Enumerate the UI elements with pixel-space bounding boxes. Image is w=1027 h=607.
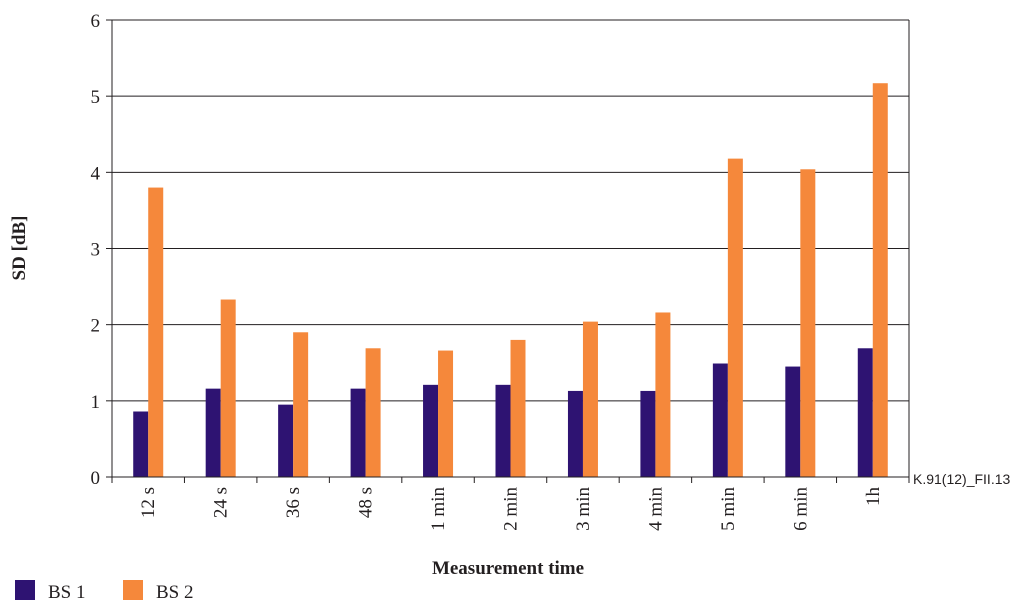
y-axis-title: SD [dB] — [9, 216, 30, 281]
x-tick-label-9: 6 min — [790, 487, 811, 531]
bar-series2-3 — [365, 348, 381, 477]
legend-swatch-bs2 — [123, 580, 143, 600]
bar-series1-3 — [350, 388, 366, 477]
bar-series2-0 — [148, 187, 164, 478]
bar-series2-7 — [655, 312, 671, 477]
figure-reference: K.91(12)_FII.13 — [913, 471, 1010, 487]
y-tick-label-5: 5 — [91, 87, 101, 108]
bar-series2-2 — [293, 332, 309, 477]
x-tick-label-0: 12 s — [138, 487, 159, 518]
y-tick-label-3: 3 — [91, 240, 101, 261]
x-tick-label-6: 3 min — [573, 487, 594, 531]
bar-series1-2 — [278, 404, 294, 477]
bar-series1-8 — [712, 363, 728, 477]
x-tick-label-8: 5 min — [718, 487, 739, 531]
legend-label-bs1: BS 1 — [48, 582, 86, 602]
y-tick-labels: 0 1 2 3 4 5 6 — [91, 11, 101, 489]
bar-series2-6 — [582, 321, 598, 477]
y-tick-label-6: 6 — [91, 11, 101, 32]
bars — [133, 83, 888, 478]
bar-series1-7 — [640, 390, 656, 477]
y-tick-label-4: 4 — [91, 163, 101, 184]
y-tick-label-1: 1 — [91, 392, 101, 413]
bar-series2-9 — [800, 169, 816, 477]
legend-swatch-bs1 — [15, 580, 35, 600]
bar-series1-9 — [785, 366, 801, 477]
legend-label-bs2: BS 2 — [156, 582, 194, 602]
bar-series1-10 — [857, 348, 873, 477]
grid-lines — [112, 95, 909, 402]
x-tick-label-3: 48 s — [356, 487, 377, 518]
bar-series2-5 — [510, 339, 526, 477]
x-tick-label-1: 24 s — [211, 487, 232, 518]
bar-series2-10 — [872, 83, 888, 478]
x-tick-label-10: 1h — [863, 487, 884, 507]
x-tick-labels: 12 s 24 s 36 s 48 s 1 min 2 min 3 min 4 min 5 mi… — [138, 487, 884, 531]
bar-series2-8 — [727, 158, 743, 477]
x-tick-label-5: 2 min — [501, 487, 522, 531]
y-tick-label-2: 2 — [91, 316, 101, 337]
bar-series1-0 — [133, 411, 149, 477]
bar-series1-6 — [567, 390, 583, 477]
x-tick-label-4: 1 min — [428, 487, 449, 531]
x-tick-label-2: 36 s — [283, 487, 304, 518]
axes — [106, 19, 910, 483]
legend: BS 1 BS 2 — [15, 580, 194, 603]
x-tick-label-7: 4 min — [645, 487, 666, 531]
bar-series1-1 — [205, 388, 221, 477]
y-tick-label-0: 0 — [91, 468, 101, 489]
bar-series1-5 — [495, 384, 511, 477]
bar-series1-4 — [423, 384, 439, 477]
bar-series2-4 — [438, 350, 454, 477]
x-axis-title: Measurement time — [432, 558, 584, 579]
bar-series2-1 — [220, 299, 236, 477]
